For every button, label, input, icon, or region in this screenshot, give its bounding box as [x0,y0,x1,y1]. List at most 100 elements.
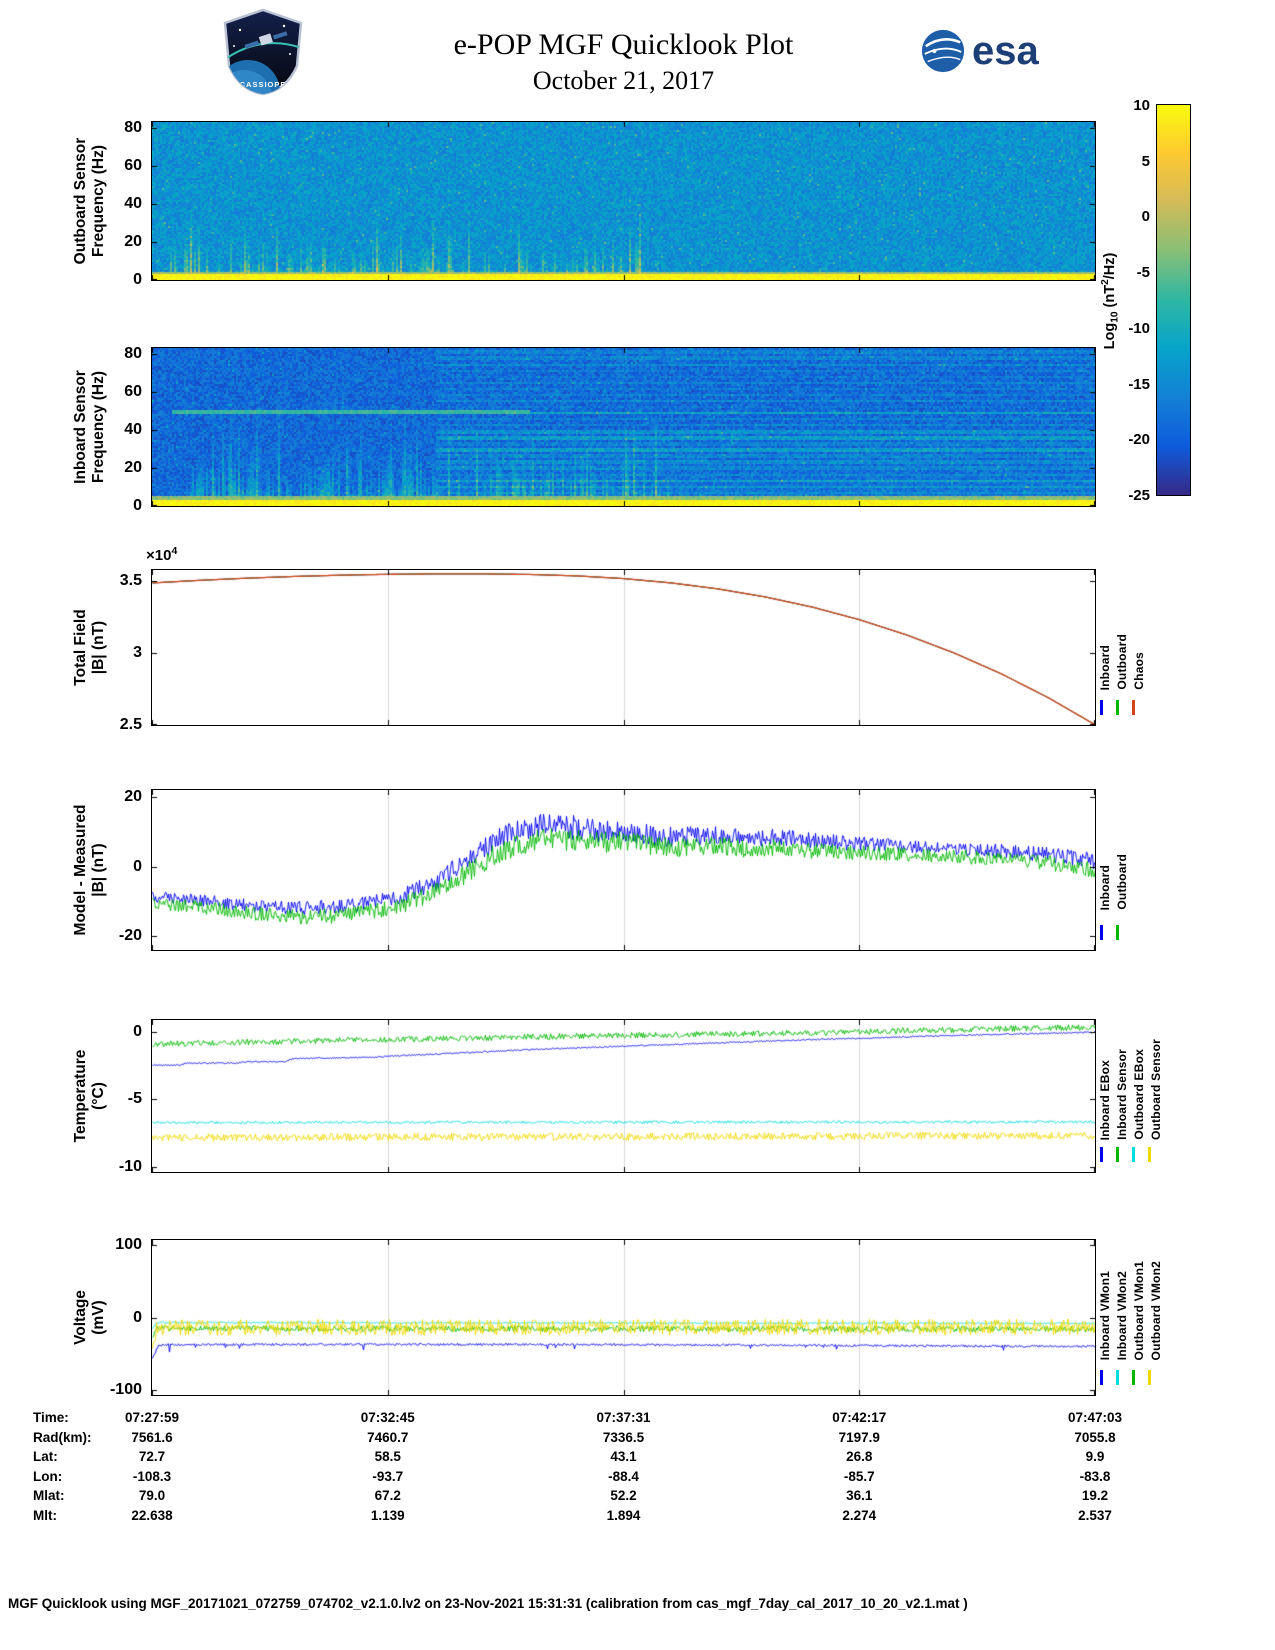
legend-label: Outboard EBox [1132,1049,1146,1140]
colorbar-tick-label: 5 [1141,152,1150,170]
y-tick-label: 3 [133,644,142,662]
legend-color-dash [1100,1370,1103,1385]
model-measured-plot [151,789,1096,951]
y-tick-label: 20 [124,232,142,250]
legend-label: Inboard Sensor [1115,1049,1129,1140]
table-row-label: Lon: [33,1468,63,1484]
table-value: 19.2 [1081,1488,1109,1503]
temperature-plot [151,1019,1096,1173]
figure-title: e-POP MGF Quicklook Plot [453,28,794,61]
colorbar-tick-label: -15 [1128,375,1150,393]
legend-color-keys [1100,925,1119,940]
y-tick-label: -20 [118,927,142,945]
esa-globe-icon [921,29,965,73]
legend-color-dash [1148,1370,1151,1385]
legend-color-dash [1100,700,1103,715]
table-value: 7460.7 [367,1429,409,1445]
table-value: 72.7 [138,1449,166,1464]
legend-color-keys [1100,1147,1151,1162]
legend-label: Outboard VMon1 [1132,1260,1146,1360]
y-tick-label: 80 [124,118,142,136]
mission-patch-text: CASSIOPE [240,80,287,89]
cassiope-mission-patch: CASSIOPE [220,8,306,96]
legend-color-dash [1100,1147,1103,1162]
inboard-spectrogram-plot [151,347,1096,507]
legend-label: Inboard VMon1 [1098,1270,1112,1360]
table-value: 07:47:03 [1067,1410,1123,1425]
table-row-label: Mlt: [33,1507,57,1523]
legend-color-dash [1100,925,1103,940]
table-value: 7197.9 [838,1429,880,1445]
table-value: 43.1 [610,1449,637,1464]
outboard-spectrogram-plot [151,121,1096,281]
legend-color-dash [1116,1370,1119,1385]
mission-patch-icon: CASSIOPE [223,8,303,96]
legend-label: Inboard VMon2 [1115,1270,1129,1360]
table-value: 07:37:31 [596,1410,651,1425]
y-tick-label: 2.5 [119,716,142,733]
legend-label: Chaos [1132,652,1146,690]
y-tick-label: -5 [127,1090,142,1108]
legend-color-dash [1116,1147,1119,1162]
legend-label: Inboard [1098,864,1112,910]
colorbar-tick-label: -20 [1128,431,1150,449]
voltage-legend: Inboard VMon1 Inboard VMon2 Outboard VMo… [1098,1240,1164,1395]
table-value: 58.5 [374,1449,401,1464]
table-value: 1.139 [370,1507,405,1523]
y-tick-label: -100 [109,1380,142,1398]
y-tick-label: 40 [124,420,142,438]
legend-color-dash [1116,700,1119,715]
legend-label: Outboard Sensor [1149,1038,1163,1140]
table-value: -83.8 [1079,1468,1111,1484]
y-tick-label: 0 [133,1023,142,1041]
legend-color-dash [1132,700,1135,715]
total-field-plot [151,569,1096,726]
legend-color-dash [1148,1147,1151,1162]
y-tick-label: 20 [124,458,142,476]
y-tick-label: 0 [133,497,142,514]
colorbar-tick-label: 0 [1141,208,1150,226]
y-tick-label: 40 [124,194,142,212]
y-tick-label: 80 [124,344,142,362]
table-value: 7561.6 [131,1429,173,1445]
table-value: 79.0 [138,1488,166,1503]
y-tick-label: 60 [124,156,142,174]
table-row-label: Lat: [33,1449,58,1464]
y-tick-label: -10 [118,1157,142,1175]
table-value: 52.2 [610,1488,637,1503]
temperature-legend: Inboard EBox Inboard Sensor Outboard EBo… [1098,1020,1164,1172]
table-value: -108.3 [132,1468,172,1484]
y-tick-label: 0 [133,1308,142,1326]
legend-color-dash [1116,925,1119,940]
voltage-plot [151,1239,1096,1396]
table-value: 7336.5 [602,1429,645,1445]
colorbar-tick-label: -25 [1128,487,1150,504]
colorbar-tick-label: -10 [1128,319,1150,337]
legend-label: Outboard [1115,854,1129,910]
model-measured-legend: Inboard Outboard [1098,790,1164,950]
figure-title-block: e-POP MGF Quicklook Plot October 21, 201… [152,26,1095,98]
table-value: 2.274 [842,1507,877,1523]
colorbar [1156,104,1191,496]
legend-label: Inboard [1098,644,1112,690]
legend-label: Inboard EBox [1098,1059,1112,1140]
legend-color-dash [1132,1147,1135,1162]
y-tick-label: 3.5 [119,572,142,590]
table-value: 67.2 [374,1488,401,1503]
y-tick-label: 20 [124,787,142,805]
legend-label: Outboard [1115,634,1129,690]
table-value: -93.7 [372,1468,404,1484]
table-value: 07:27:59 [124,1410,180,1425]
y-tick-label: 100 [115,1236,142,1254]
total-field-legend: Inboard Outboard Chaos [1098,570,1164,725]
table-row-label: Time: [33,1410,69,1425]
y-axis-scale-label: ×104 [146,545,178,564]
y-tick-label: 0 [133,857,142,875]
table-row-label: Rad(km): [33,1429,92,1445]
colorbar-tick-label: 10 [1133,97,1150,114]
figure-date: October 21, 2017 [532,66,715,95]
table-value: 07:32:45 [360,1410,415,1425]
legend-color-keys [1100,700,1135,715]
table-value: 22.638 [131,1507,173,1523]
